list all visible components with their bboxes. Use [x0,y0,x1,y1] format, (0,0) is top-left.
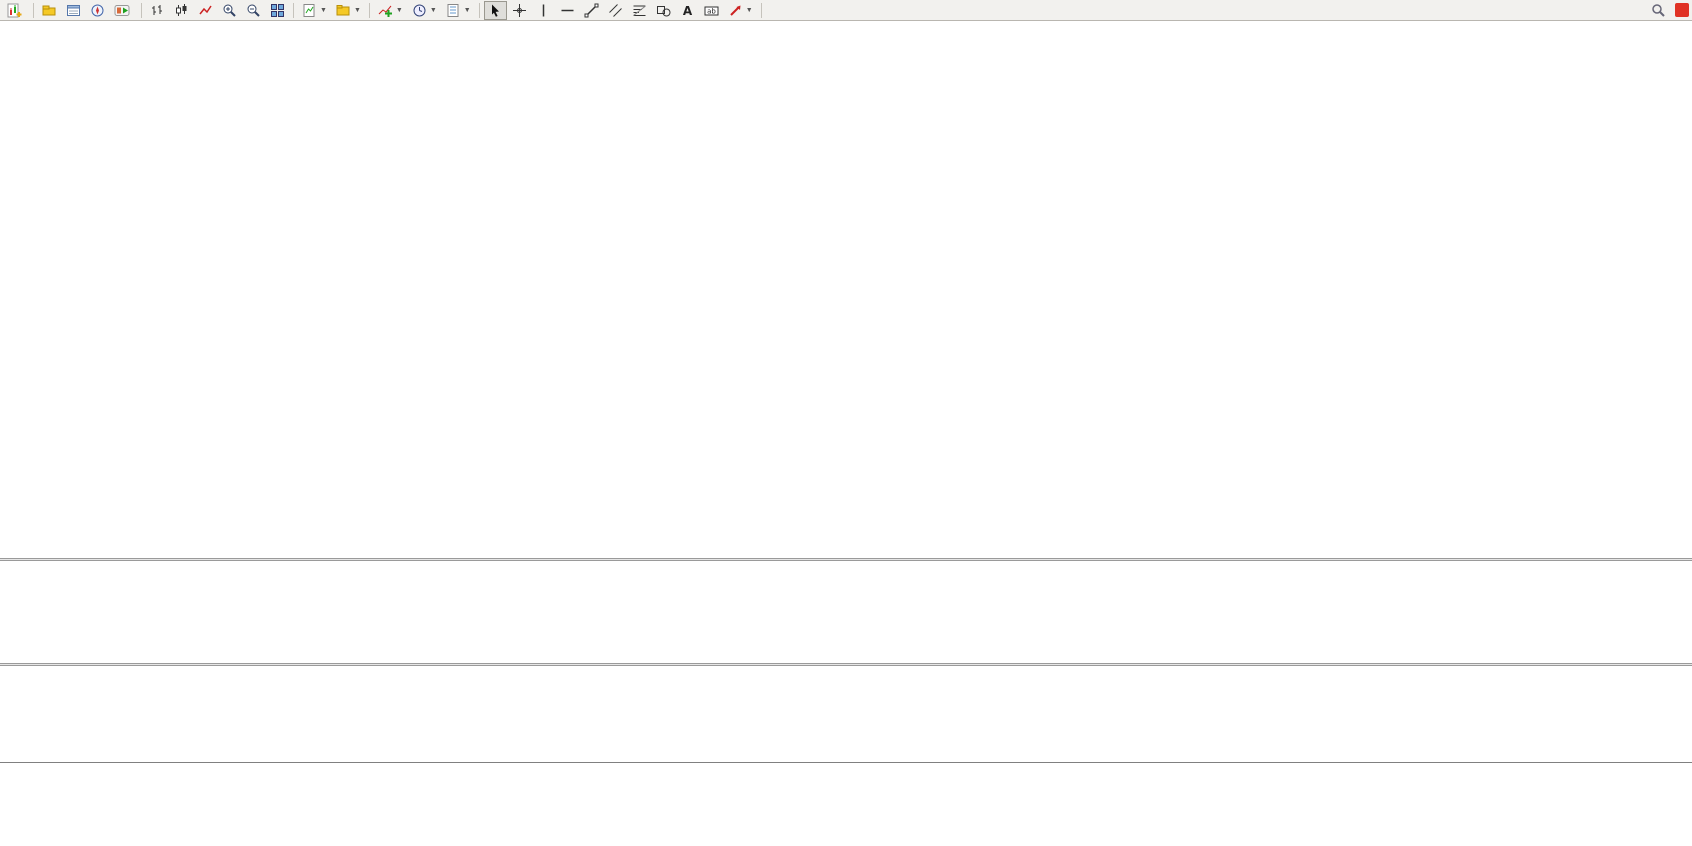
toolbar-separator [33,2,34,18]
text-icon: A [683,4,693,18]
channel-icon [608,3,622,17]
auto-trading-icon [114,4,130,16]
tile-windows-button[interactable] [266,1,289,20]
text-label-icon: ab [704,6,719,15]
rsi-panel[interactable] [0,666,1692,762]
shapes-icon [656,5,671,16]
toolbar-separator [141,2,142,18]
search-icon [1652,3,1665,17]
svg-text:ab: ab [707,7,716,15]
time-axis[interactable] [0,762,1692,781]
chart-profiles-icon [42,5,56,15]
toolbar-separator [368,2,370,18]
new-order-button[interactable] [3,1,29,20]
dropdown-caret-icon: ▼ [395,6,403,14]
zoom-out-icon [247,4,260,17]
auto-trading-button[interactable] [110,1,137,20]
toolbar-separator [478,2,480,18]
cursor-icon [491,4,499,17]
templates-button[interactable]: ▼ [442,1,475,20]
arrow-tools-icon [729,5,741,16]
crosshair-icon [512,3,526,17]
line-chart-icon [199,5,212,14]
toolbar-separator [760,2,762,18]
trendline-icon [584,3,599,17]
macd-panel[interactable] [0,561,1692,663]
notification-badge[interactable] [1675,3,1689,17]
new-chart-icon [303,3,315,17]
panel-separator[interactable] [0,663,1692,666]
zoom-out-button[interactable] [242,1,265,20]
data-window-button[interactable] [62,1,85,20]
toolbar-separator [293,2,294,18]
profiles-button[interactable]: ▼ [332,1,365,20]
cursor-tool-button[interactable] [483,0,507,20]
channel-tool-button[interactable] [604,1,627,20]
toolbar: ▼ ▼ ▼ ▼ ▼ [0,0,1692,21]
navigator-icon [91,4,104,16]
templates-icon [447,3,459,17]
arrow-tools-button[interactable]: ▼ [724,1,757,20]
line-chart-button[interactable] [194,1,217,20]
new-order-icon [7,3,22,17]
search-button[interactable] [1647,1,1670,20]
main-chart[interactable] [0,21,1692,558]
chart-profiles-button[interactable] [38,1,61,20]
candlestick-chart-button[interactable] [170,1,193,20]
horizontal-line-icon [561,9,574,11]
text-label-tool-button[interactable]: ab [700,1,723,20]
candlestick-chart-icon [176,3,187,16]
svg-text:A: A [683,4,693,18]
periods-clock-icon [413,4,426,16]
crosshair-tool-button[interactable] [508,1,531,20]
dropdown-caret-icon: ▼ [463,6,471,14]
dropdown-caret-icon: ▼ [745,6,753,14]
trendline-tool-button[interactable] [580,1,603,20]
zoom-in-icon [223,4,236,17]
bar-chart-button[interactable] [146,1,169,20]
bottom-empty-area [0,780,1692,846]
profiles-icon [336,4,350,15]
new-chart-button[interactable]: ▼ [298,1,331,20]
panel-separator[interactable] [0,558,1692,561]
dropdown-caret-icon: ▼ [320,6,327,14]
tile-windows-icon [271,3,284,17]
indicators-button[interactable]: ▼ [374,1,407,20]
data-window-icon [67,4,80,16]
zoom-in-button[interactable] [218,1,241,20]
vertical-line-icon [542,4,544,16]
periods-button[interactable]: ▼ [408,1,441,20]
dropdown-caret-icon: ▼ [429,6,437,14]
text-tool-button[interactable]: A [676,1,699,20]
indicators-icon [378,5,392,17]
bar-chart-icon [152,4,162,15]
navigator-button[interactable] [86,1,109,20]
fibonacci-tool-button[interactable] [628,1,651,20]
shapes-tool-button[interactable] [652,1,675,20]
dropdown-caret-icon: ▼ [353,6,361,14]
fibonacci-icon [632,5,646,16]
vertical-line-tool-button[interactable] [532,1,555,20]
horizontal-line-tool-button[interactable] [556,1,579,20]
